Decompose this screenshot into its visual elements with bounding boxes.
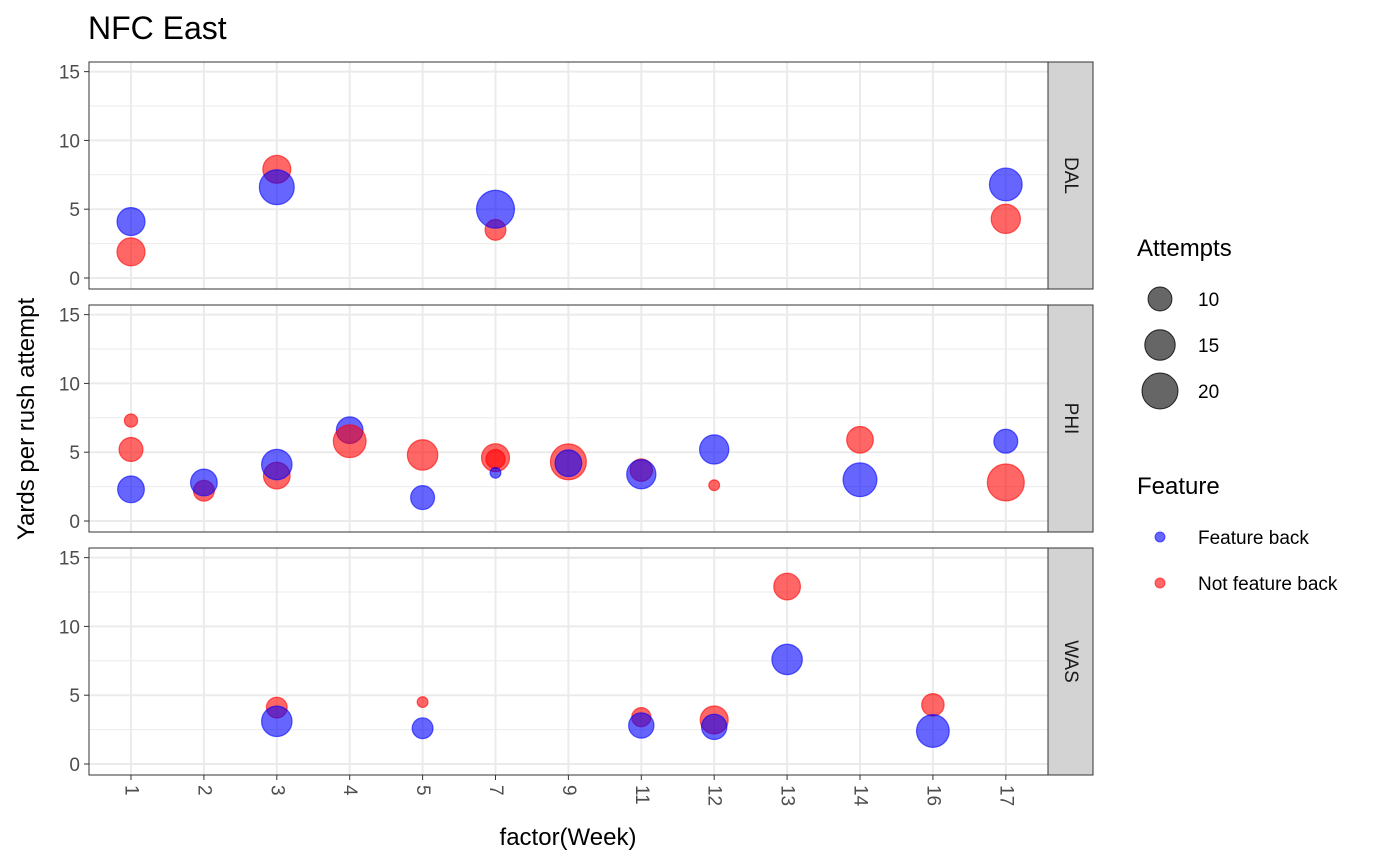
not-feature-back-point-week-4 (332, 424, 367, 459)
not-feature-back-point-week-7 (485, 448, 506, 470)
y-axis-title: Yards per rush attempt (13, 298, 40, 541)
legend-size-items: 10 15 20 (1141, 286, 1219, 410)
not-feature-back-point-week-5 (416, 696, 429, 709)
facet-panel-phi: 0 5 10 15 PHI (59, 304, 1094, 533)
feature-back-point-week-5 (411, 717, 434, 740)
feature-back-point-week-9 (554, 449, 583, 478)
y-tick-label: 15 (59, 549, 80, 570)
facet-strip-label: PHI (1060, 403, 1081, 435)
facet-strip-label: WAS (1060, 640, 1081, 683)
feature-back-point-week-7 (475, 189, 516, 229)
y-tick-label: 0 (69, 512, 80, 533)
legend-color-label: Feature back (1198, 528, 1309, 549)
feature-back-point-week-13 (771, 643, 803, 676)
y-tick-label: 5 (69, 443, 80, 464)
legend-color-label: Not feature back (1198, 574, 1338, 595)
facet-strip-label: DAL (1060, 157, 1081, 194)
x-tick-label: 14 (850, 785, 871, 807)
facet-panel-was: 0 5 10 15 WAS (59, 547, 1094, 776)
x-tick-label: 1 (121, 785, 142, 796)
facet-panel-dal: 0 5 10 15 DAL (59, 61, 1094, 290)
x-axis-title: factor(Week) (500, 824, 637, 851)
feature-back-point-week-11 (628, 712, 655, 739)
y-tick-label: 15 (59, 63, 80, 84)
feature-back-point-week-7 (489, 466, 502, 479)
not-feature-back-point-week-5 (406, 439, 439, 471)
legend-color-title: Feature (1137, 473, 1220, 500)
x-axis: 1 2 3 4 5 7 9 11 12 13 14 16 17 (121, 775, 1016, 807)
not-feature-back-point-week-16 (921, 693, 945, 717)
x-tick-label: 12 (704, 785, 725, 806)
not-feature-back-point-week-17 (986, 463, 1025, 502)
y-tick-label: 10 (59, 131, 80, 152)
legend-size-label: 10 (1198, 290, 1219, 311)
legend: Attempts 10 15 20 Feature Feature back Not … (1137, 235, 1338, 595)
legend-color-items: Feature back Not feature back (1154, 528, 1338, 595)
feature-back-point-week-11 (626, 459, 657, 490)
feature-back-point-week-17 (993, 428, 1019, 454)
feature-back-point-week-5 (410, 485, 436, 511)
feature-back-point-week-2 (189, 468, 218, 497)
feature-back-point-week-12 (698, 434, 730, 465)
x-tick-label: 3 (266, 785, 287, 796)
y-tick-label: 5 (69, 200, 80, 221)
legend-color-key (1154, 577, 1166, 589)
feature-back-point-week-16 (915, 714, 950, 748)
not-feature-back-point-week-17 (990, 203, 1022, 235)
legend-size-key-15 (1144, 329, 1176, 361)
x-tick-label: 11 (631, 785, 652, 805)
not-feature-back-point-week-1 (118, 436, 144, 463)
x-tick-label: 16 (922, 785, 943, 806)
legend-size-label: 20 (1198, 382, 1219, 403)
x-tick-label: 2 (193, 785, 214, 796)
facet-strip (1047, 61, 1094, 290)
not-feature-back-point-week-1 (123, 413, 139, 428)
x-tick-label: 17 (995, 785, 1016, 806)
feature-back-point-week-1 (116, 207, 146, 237)
x-tick-label: 4 (339, 785, 360, 796)
not-feature-back-point-week-14 (846, 425, 874, 454)
not-feature-back-point-week-1 (116, 237, 146, 267)
facet-panels: 0 5 10 15 DAL 0 5 10 15 PHI 0 5 10 15 WAS (59, 61, 1094, 776)
y-tick-label: 0 (69, 269, 80, 290)
y-tick-label: 5 (69, 686, 80, 707)
y-tick-label: 10 (59, 374, 80, 395)
facet-strip (1047, 547, 1094, 776)
x-tick-label: 5 (412, 785, 433, 796)
feature-back-point-week-17 (988, 167, 1023, 202)
x-tick-label: 7 (485, 785, 506, 796)
not-feature-back-point-week-12 (708, 479, 721, 492)
x-tick-label: 9 (558, 785, 579, 796)
feature-back-point-week-14 (842, 462, 878, 498)
feature-back-point-week-3 (260, 448, 293, 481)
y-tick-label: 15 (59, 306, 80, 327)
legend-size-key-20 (1141, 372, 1179, 410)
facet-strip (1047, 304, 1094, 533)
legend-size-key-10 (1147, 286, 1173, 312)
legend-size-title: Attempts (1137, 235, 1232, 262)
feature-back-point-week-3 (260, 705, 293, 738)
legend-color-key (1154, 531, 1166, 543)
feature-back-point-week-1 (117, 475, 145, 504)
feature-back-point-week-3 (258, 169, 295, 206)
y-tick-label: 10 (59, 617, 80, 638)
y-tick-label: 0 (69, 755, 80, 776)
not-feature-back-point-week-13 (773, 572, 802, 601)
feature-back-point-week-12 (700, 713, 728, 741)
x-tick-label: 13 (777, 785, 798, 806)
legend-size-label: 15 (1198, 336, 1219, 357)
chart-title: NFC East (88, 10, 227, 46)
